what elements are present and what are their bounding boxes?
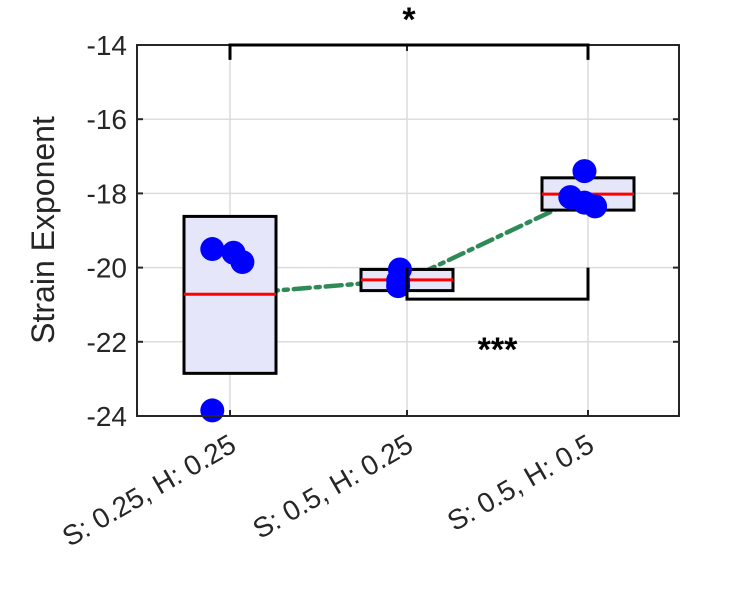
x-tick-label: S: 0.25, H: 0.25 (57, 428, 241, 552)
data-point (200, 398, 225, 423)
y-tick-label: -14 (87, 30, 127, 61)
tick-labels-group: -24-22-20-18-16-14S: 0.25, H: 0.25 S: 0.5… (57, 30, 599, 552)
data-points-group (200, 159, 608, 423)
significance-bracket-1 (228, 43, 590, 60)
x-tick-label: S: 0.5, H: 0.25 (247, 428, 418, 544)
data-point (386, 274, 411, 299)
data-point (572, 159, 597, 184)
data-point (230, 250, 255, 275)
y-axis-label: Strain Exponent (25, 116, 61, 344)
significance-group: **** (228, 1, 590, 369)
y-tick-label: -18 (87, 178, 127, 209)
y-tick-label: -20 (87, 253, 127, 284)
y-tick-label: -24 (87, 401, 127, 432)
y-tick-label: -16 (87, 104, 127, 135)
data-point (200, 237, 225, 262)
data-point (583, 194, 608, 219)
significance-label-1: * (402, 1, 416, 39)
y-tick-label: -22 (87, 327, 127, 358)
significance-label-2: *** (478, 331, 518, 369)
significance-bracket-2 (405, 267, 590, 301)
x-tick-label: S: 0.5, H: 0.5 (442, 428, 599, 537)
